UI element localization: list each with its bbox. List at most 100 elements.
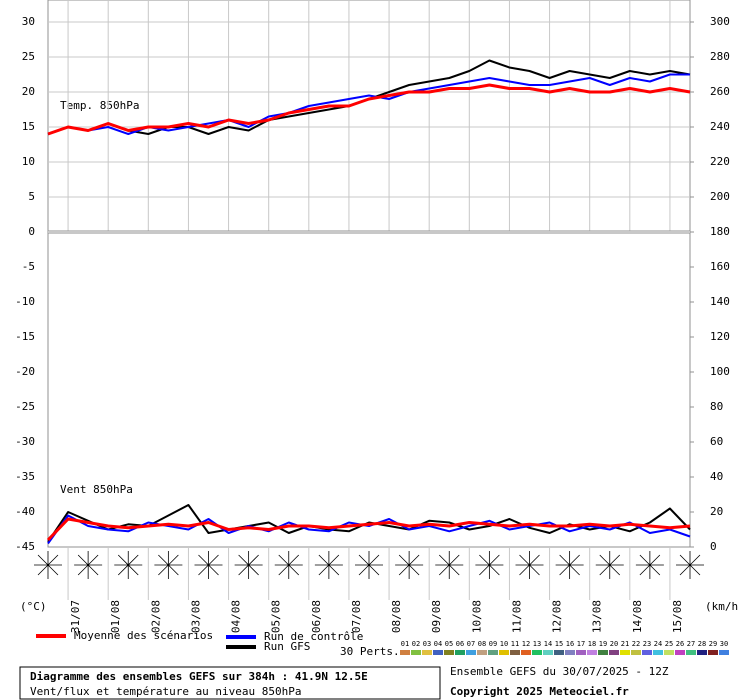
pert-swatch [488, 650, 498, 655]
wind-line [47, 514, 691, 545]
wind-rose [234, 551, 263, 579]
x-tick-label: 08/08 [390, 600, 403, 633]
x-tick-label: 11/08 [510, 600, 523, 633]
pert-swatch [565, 650, 575, 655]
wind-rose [635, 551, 664, 579]
x-tick-label: 07/08 [350, 600, 363, 633]
x-tick-label: 03/08 [189, 600, 202, 633]
y2-tick-label: 280 [710, 50, 730, 63]
pert-swatch [719, 650, 729, 655]
x-tick-label: 06/08 [310, 600, 323, 633]
y2-tick-label: 300 [710, 15, 730, 28]
y2-tick-label: 260 [710, 85, 730, 98]
pert-swatch [444, 650, 454, 655]
pert-label: 11 [511, 640, 519, 648]
y-tick-label: -45 [15, 540, 35, 553]
pert-label: 04 [434, 640, 442, 648]
y-tick-label: 30 [22, 15, 35, 28]
y2-tick-label: 120 [710, 330, 730, 343]
y2-tick-label: 100 [710, 365, 730, 378]
legend-label: Run de contrôle [264, 630, 363, 643]
pert-label: 13 [533, 640, 541, 648]
y-tick-label: 25 [22, 50, 35, 63]
pert-label: 19 [599, 640, 607, 648]
y-tick-label: 10 [22, 155, 35, 168]
x-tick-label: 12/08 [551, 600, 564, 633]
y-tick-label: -40 [15, 505, 35, 518]
pert-label: 20 [610, 640, 618, 648]
legend-label: Run GFS [264, 640, 310, 653]
y-tick-label: 20 [22, 85, 35, 98]
pert-swatch [554, 650, 564, 655]
x-tick-label: 01/08 [109, 600, 122, 633]
wind-rose [194, 551, 223, 579]
pert-label: 26 [676, 640, 684, 648]
y-unit: (°C) [20, 600, 47, 613]
pert-label: 25 [665, 640, 673, 648]
y2-tick-label: 180 [710, 225, 730, 238]
pert-label: 17 [577, 640, 585, 648]
wind-rose [395, 551, 424, 579]
legend-label: Moyenne des scénarios [74, 629, 213, 642]
pert-label: 22 [632, 640, 640, 648]
y-tick-label: 0 [28, 225, 35, 238]
pert-swatch [499, 650, 509, 655]
pert-swatch [532, 650, 542, 655]
pert-label: 30 [720, 640, 728, 648]
pert-swatch [400, 650, 410, 655]
pert-label: 18 [588, 640, 596, 648]
wind-panel-label: Vent 850hPa [60, 483, 133, 496]
y-tick-label: -20 [15, 365, 35, 378]
x-tick-label: 15/08 [671, 600, 684, 633]
temp-line [47, 83, 691, 136]
pert-label: 06 [456, 640, 464, 648]
pert-swatch [433, 650, 443, 655]
pert-label: 29 [709, 640, 717, 648]
x-tick-label: 31/07 [69, 600, 82, 633]
pert-label: 07 [467, 640, 475, 648]
pert-swatch [675, 650, 685, 655]
wind-rose [114, 551, 143, 579]
y-tick-label: -30 [15, 435, 35, 448]
y2-tick-label: 220 [710, 155, 730, 168]
pert-swatch [620, 650, 630, 655]
pert-swatch [686, 650, 696, 655]
wind-rose [435, 551, 464, 579]
y-tick-label: -35 [15, 470, 35, 483]
wind-rose [74, 551, 103, 579]
pert-swatch [521, 650, 531, 655]
wind-rose [274, 551, 303, 579]
pert-swatch [411, 650, 421, 655]
y2-tick-label: 40 [710, 470, 723, 483]
pert-label: 09 [489, 640, 497, 648]
chart-title: Diagramme des ensembles GEFS sur 384h : … [30, 670, 368, 683]
pert-swatch [510, 650, 520, 655]
pert-swatch [642, 650, 652, 655]
wind-rose [475, 551, 504, 579]
y-tick-label: -10 [15, 295, 35, 308]
perts-label: 30 Perts. [340, 645, 400, 658]
wind-rose [154, 551, 183, 579]
pert-swatch [587, 650, 597, 655]
pert-label: 28 [698, 640, 706, 648]
y2-tick-label: 0 [710, 540, 717, 553]
pert-label: 10 [500, 640, 508, 648]
wind-rose [555, 551, 584, 579]
y-tick-label: 5 [28, 190, 35, 203]
pert-label: 15 [555, 640, 563, 648]
wind-rose [34, 551, 62, 579]
x-tick-label: 04/08 [230, 600, 243, 633]
wind-rose [595, 551, 624, 579]
wind-rose [355, 551, 383, 579]
pert-label: 24 [654, 640, 662, 648]
pert-label: 02 [412, 640, 420, 648]
pert-label: 16 [566, 640, 574, 648]
y-tick-label: -25 [15, 400, 35, 413]
pert-swatch [543, 650, 553, 655]
y2-unit: (km/h) [705, 600, 740, 613]
y2-tick-label: 140 [710, 295, 730, 308]
y-tick-label: -5 [22, 260, 35, 273]
x-tick-label: 13/08 [591, 600, 604, 633]
y2-tick-label: 60 [710, 435, 723, 448]
